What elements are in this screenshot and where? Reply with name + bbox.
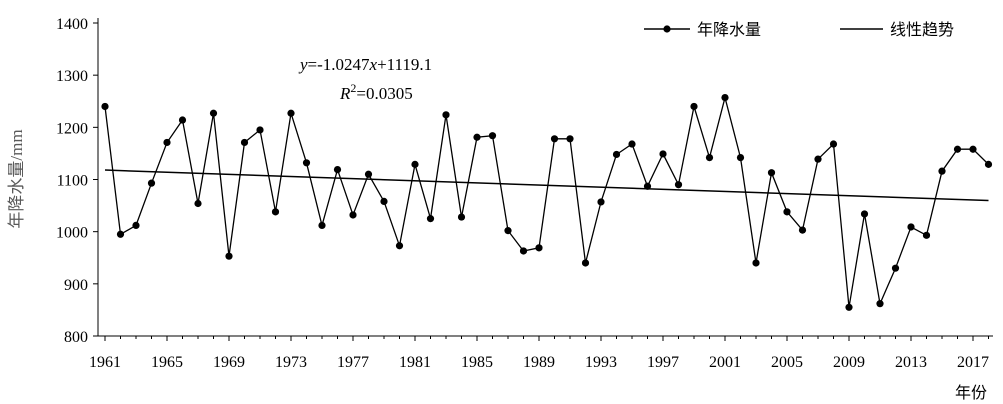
data-point <box>597 198 605 206</box>
x-axis-title: 年份 <box>955 384 987 402</box>
data-point <box>845 303 853 311</box>
data-point <box>829 140 838 148</box>
data-point <box>194 199 202 208</box>
data-point <box>674 181 683 189</box>
data-point <box>566 135 574 143</box>
data-point <box>318 221 326 230</box>
data-point <box>364 170 373 178</box>
x-tick-label: 1989 <box>523 354 555 371</box>
data-point <box>256 126 264 134</box>
y-tick-label: 1300 <box>56 68 88 85</box>
legend: 年降水量 线性趋势 <box>644 21 954 39</box>
y-tick-label: 1000 <box>56 225 88 242</box>
data-point <box>798 226 807 234</box>
axes: 800 900 1000 1100 1200 1300 1400 1961 1965 1969 19… <box>56 16 993 371</box>
y-tick-label: 800 <box>64 329 88 346</box>
data-point <box>814 155 822 163</box>
data-point <box>287 109 295 117</box>
x-tick-label: 1977 <box>337 354 369 371</box>
trend-line <box>104 169 989 202</box>
legend-precip-marker <box>663 25 671 33</box>
y-tick-label: 1100 <box>57 173 88 190</box>
data-point <box>101 102 109 111</box>
legend-precip-label: 年降水量 <box>697 21 761 39</box>
data-point <box>922 231 931 239</box>
data-point <box>891 264 900 272</box>
x-tick-label: 2005 <box>771 354 803 371</box>
data-point <box>721 93 729 102</box>
data-point <box>333 165 342 174</box>
data-point <box>395 242 404 250</box>
y-tick-label: 1400 <box>56 16 88 33</box>
data-point <box>519 247 528 255</box>
data-point <box>612 150 621 159</box>
data-point <box>659 150 667 158</box>
data-point <box>442 111 450 119</box>
y-tick-label: 1200 <box>56 120 88 137</box>
data-point <box>752 259 760 267</box>
y-axis-title: 年降水量/mm <box>7 129 26 228</box>
legend-trend-label: 线性趋势 <box>890 21 954 39</box>
data-point <box>550 135 559 143</box>
data-point <box>581 259 590 267</box>
x-tick-label: 1973 <box>275 354 307 371</box>
data-point <box>411 160 419 168</box>
x-tick-label: 1965 <box>151 354 183 371</box>
data-point <box>953 145 962 153</box>
y-tick-label: 900 <box>64 277 88 294</box>
data-point <box>984 160 993 168</box>
x-tick-label: 2009 <box>833 354 865 371</box>
x-tick-label: 1981 <box>399 354 431 371</box>
data-point <box>457 213 466 221</box>
data-point <box>783 208 791 216</box>
x-tick-label: 2013 <box>895 354 927 371</box>
data-point <box>271 208 280 216</box>
data-point <box>116 230 125 238</box>
data-point <box>736 153 745 162</box>
x-tick-label: 2001 <box>709 354 741 371</box>
data-point <box>690 102 698 111</box>
data-point <box>178 116 187 124</box>
data-point <box>426 215 435 223</box>
data-point <box>240 138 249 147</box>
data-point <box>163 138 171 147</box>
data-point <box>380 197 388 206</box>
data-point <box>938 167 946 175</box>
series-layer <box>101 93 993 311</box>
data-point <box>147 179 156 187</box>
data-point <box>225 252 233 260</box>
data-point <box>876 300 884 308</box>
data-point <box>643 182 652 190</box>
data-point <box>132 221 140 230</box>
data-point <box>473 133 481 141</box>
data-point <box>705 153 714 162</box>
data-point <box>628 140 636 148</box>
r-squared: R2=0.0305 <box>339 81 413 103</box>
x-tick-label: 1969 <box>213 354 245 371</box>
trend-equation: y=-1.0247x+1119.1 <box>298 55 432 74</box>
data-point <box>349 211 357 219</box>
x-tick-label: 1985 <box>461 354 493 371</box>
data-point <box>209 109 218 117</box>
data-point <box>535 244 543 252</box>
data-point <box>860 210 869 218</box>
data-point <box>302 159 311 167</box>
x-tick-label: 2017 <box>957 354 989 371</box>
x-tick-label: 1961 <box>89 354 121 371</box>
x-tick-label: 1993 <box>585 354 617 371</box>
data-point <box>488 132 497 140</box>
data-point <box>907 223 915 231</box>
precipitation-line <box>104 95 989 308</box>
data-point <box>767 169 776 177</box>
data-point <box>969 145 977 153</box>
trend-layer <box>104 169 989 202</box>
x-tick-label: 1997 <box>647 354 679 371</box>
data-point <box>504 227 512 235</box>
